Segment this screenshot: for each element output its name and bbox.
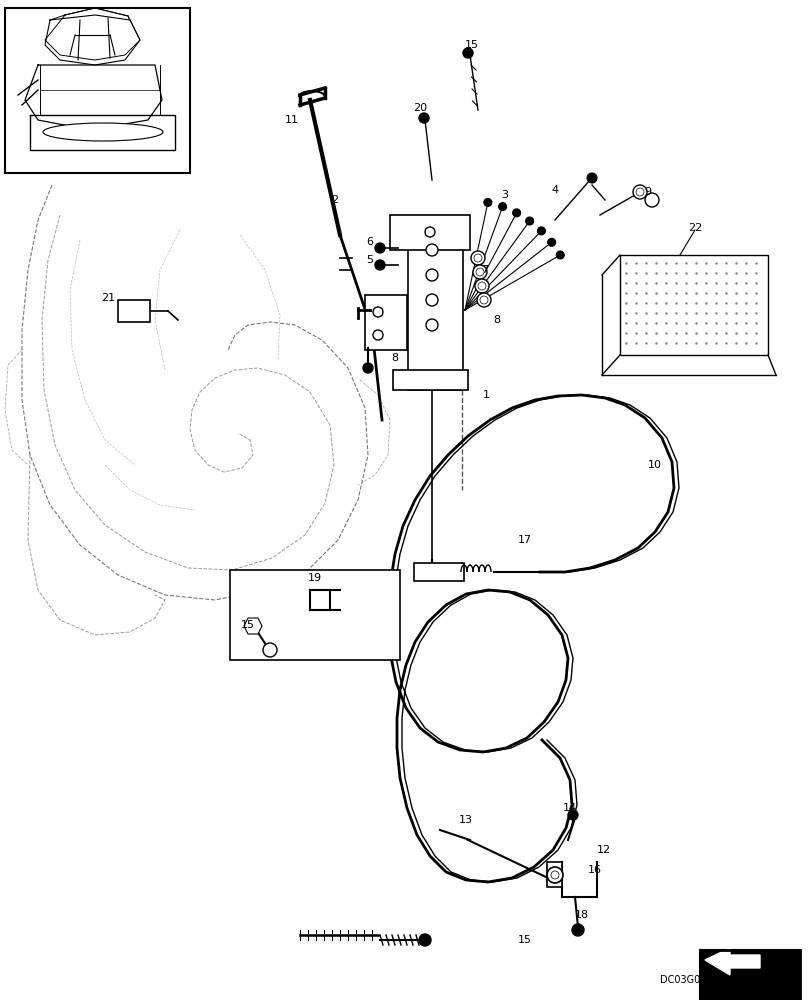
Circle shape	[635, 188, 643, 196]
Circle shape	[363, 363, 372, 373]
Ellipse shape	[43, 123, 163, 141]
Text: 15: 15	[241, 620, 255, 630]
Circle shape	[474, 279, 488, 293]
Bar	[414, 563, 463, 581]
Text: 15: 15	[517, 935, 531, 945]
Bar	[389, 215, 470, 250]
Circle shape	[426, 319, 437, 331]
Text: 6: 6	[366, 237, 373, 247]
Circle shape	[498, 203, 506, 211]
Text: DC03G043: DC03G043	[659, 975, 711, 985]
Circle shape	[483, 198, 491, 206]
Circle shape	[479, 296, 487, 304]
Circle shape	[263, 643, 277, 657]
Circle shape	[568, 810, 577, 820]
Bar	[547, 862, 561, 887]
Circle shape	[547, 238, 555, 246]
Circle shape	[512, 209, 520, 217]
Circle shape	[462, 48, 473, 58]
Circle shape	[418, 934, 431, 946]
Text: 21: 21	[101, 293, 115, 303]
Circle shape	[375, 260, 384, 270]
Bar	[5, 8, 190, 173]
Bar	[393, 370, 467, 390]
Circle shape	[474, 254, 482, 262]
Polygon shape	[704, 948, 759, 975]
Text: 11: 11	[285, 115, 298, 125]
Text: 12: 12	[596, 845, 611, 855]
Text: 5: 5	[366, 255, 373, 265]
Text: 14: 14	[562, 803, 577, 813]
Circle shape	[426, 244, 437, 256]
Text: 4: 4	[551, 185, 558, 195]
Circle shape	[525, 217, 533, 225]
Circle shape	[372, 330, 383, 340]
Bar	[365, 295, 406, 350]
Circle shape	[556, 251, 564, 259]
Text: 20: 20	[413, 103, 427, 113]
Text: 18: 18	[574, 910, 588, 920]
Circle shape	[478, 282, 486, 290]
Circle shape	[372, 307, 383, 317]
Bar	[230, 570, 400, 660]
Circle shape	[470, 251, 484, 265]
Circle shape	[418, 113, 428, 123]
Bar	[118, 300, 150, 322]
Text: 7: 7	[481, 265, 488, 275]
Circle shape	[644, 193, 659, 207]
Circle shape	[633, 185, 646, 199]
Circle shape	[475, 268, 483, 276]
Text: 16: 16	[587, 865, 601, 875]
Text: 13: 13	[458, 815, 473, 825]
Circle shape	[551, 871, 558, 879]
Circle shape	[571, 924, 583, 936]
Circle shape	[424, 227, 435, 237]
Text: 22: 22	[687, 223, 702, 233]
Bar	[699, 950, 799, 1000]
Text: 19: 19	[307, 573, 322, 583]
Circle shape	[586, 173, 596, 183]
Text: 17: 17	[517, 535, 531, 545]
Text: 3: 3	[501, 190, 508, 200]
Text: 9: 9	[644, 187, 650, 197]
Circle shape	[537, 227, 545, 235]
Circle shape	[473, 265, 487, 279]
Text: 2: 2	[331, 195, 338, 205]
Circle shape	[476, 293, 491, 307]
Text: 10: 10	[647, 460, 661, 470]
Text: 1: 1	[482, 390, 489, 400]
Circle shape	[426, 269, 437, 281]
Circle shape	[375, 243, 384, 253]
Polygon shape	[243, 618, 262, 634]
Circle shape	[426, 294, 437, 306]
Text: 8: 8	[391, 353, 398, 363]
Circle shape	[547, 867, 562, 883]
Polygon shape	[620, 255, 767, 355]
Text: 15: 15	[465, 40, 478, 50]
Text: 8: 8	[493, 315, 500, 325]
Bar	[407, 230, 462, 390]
